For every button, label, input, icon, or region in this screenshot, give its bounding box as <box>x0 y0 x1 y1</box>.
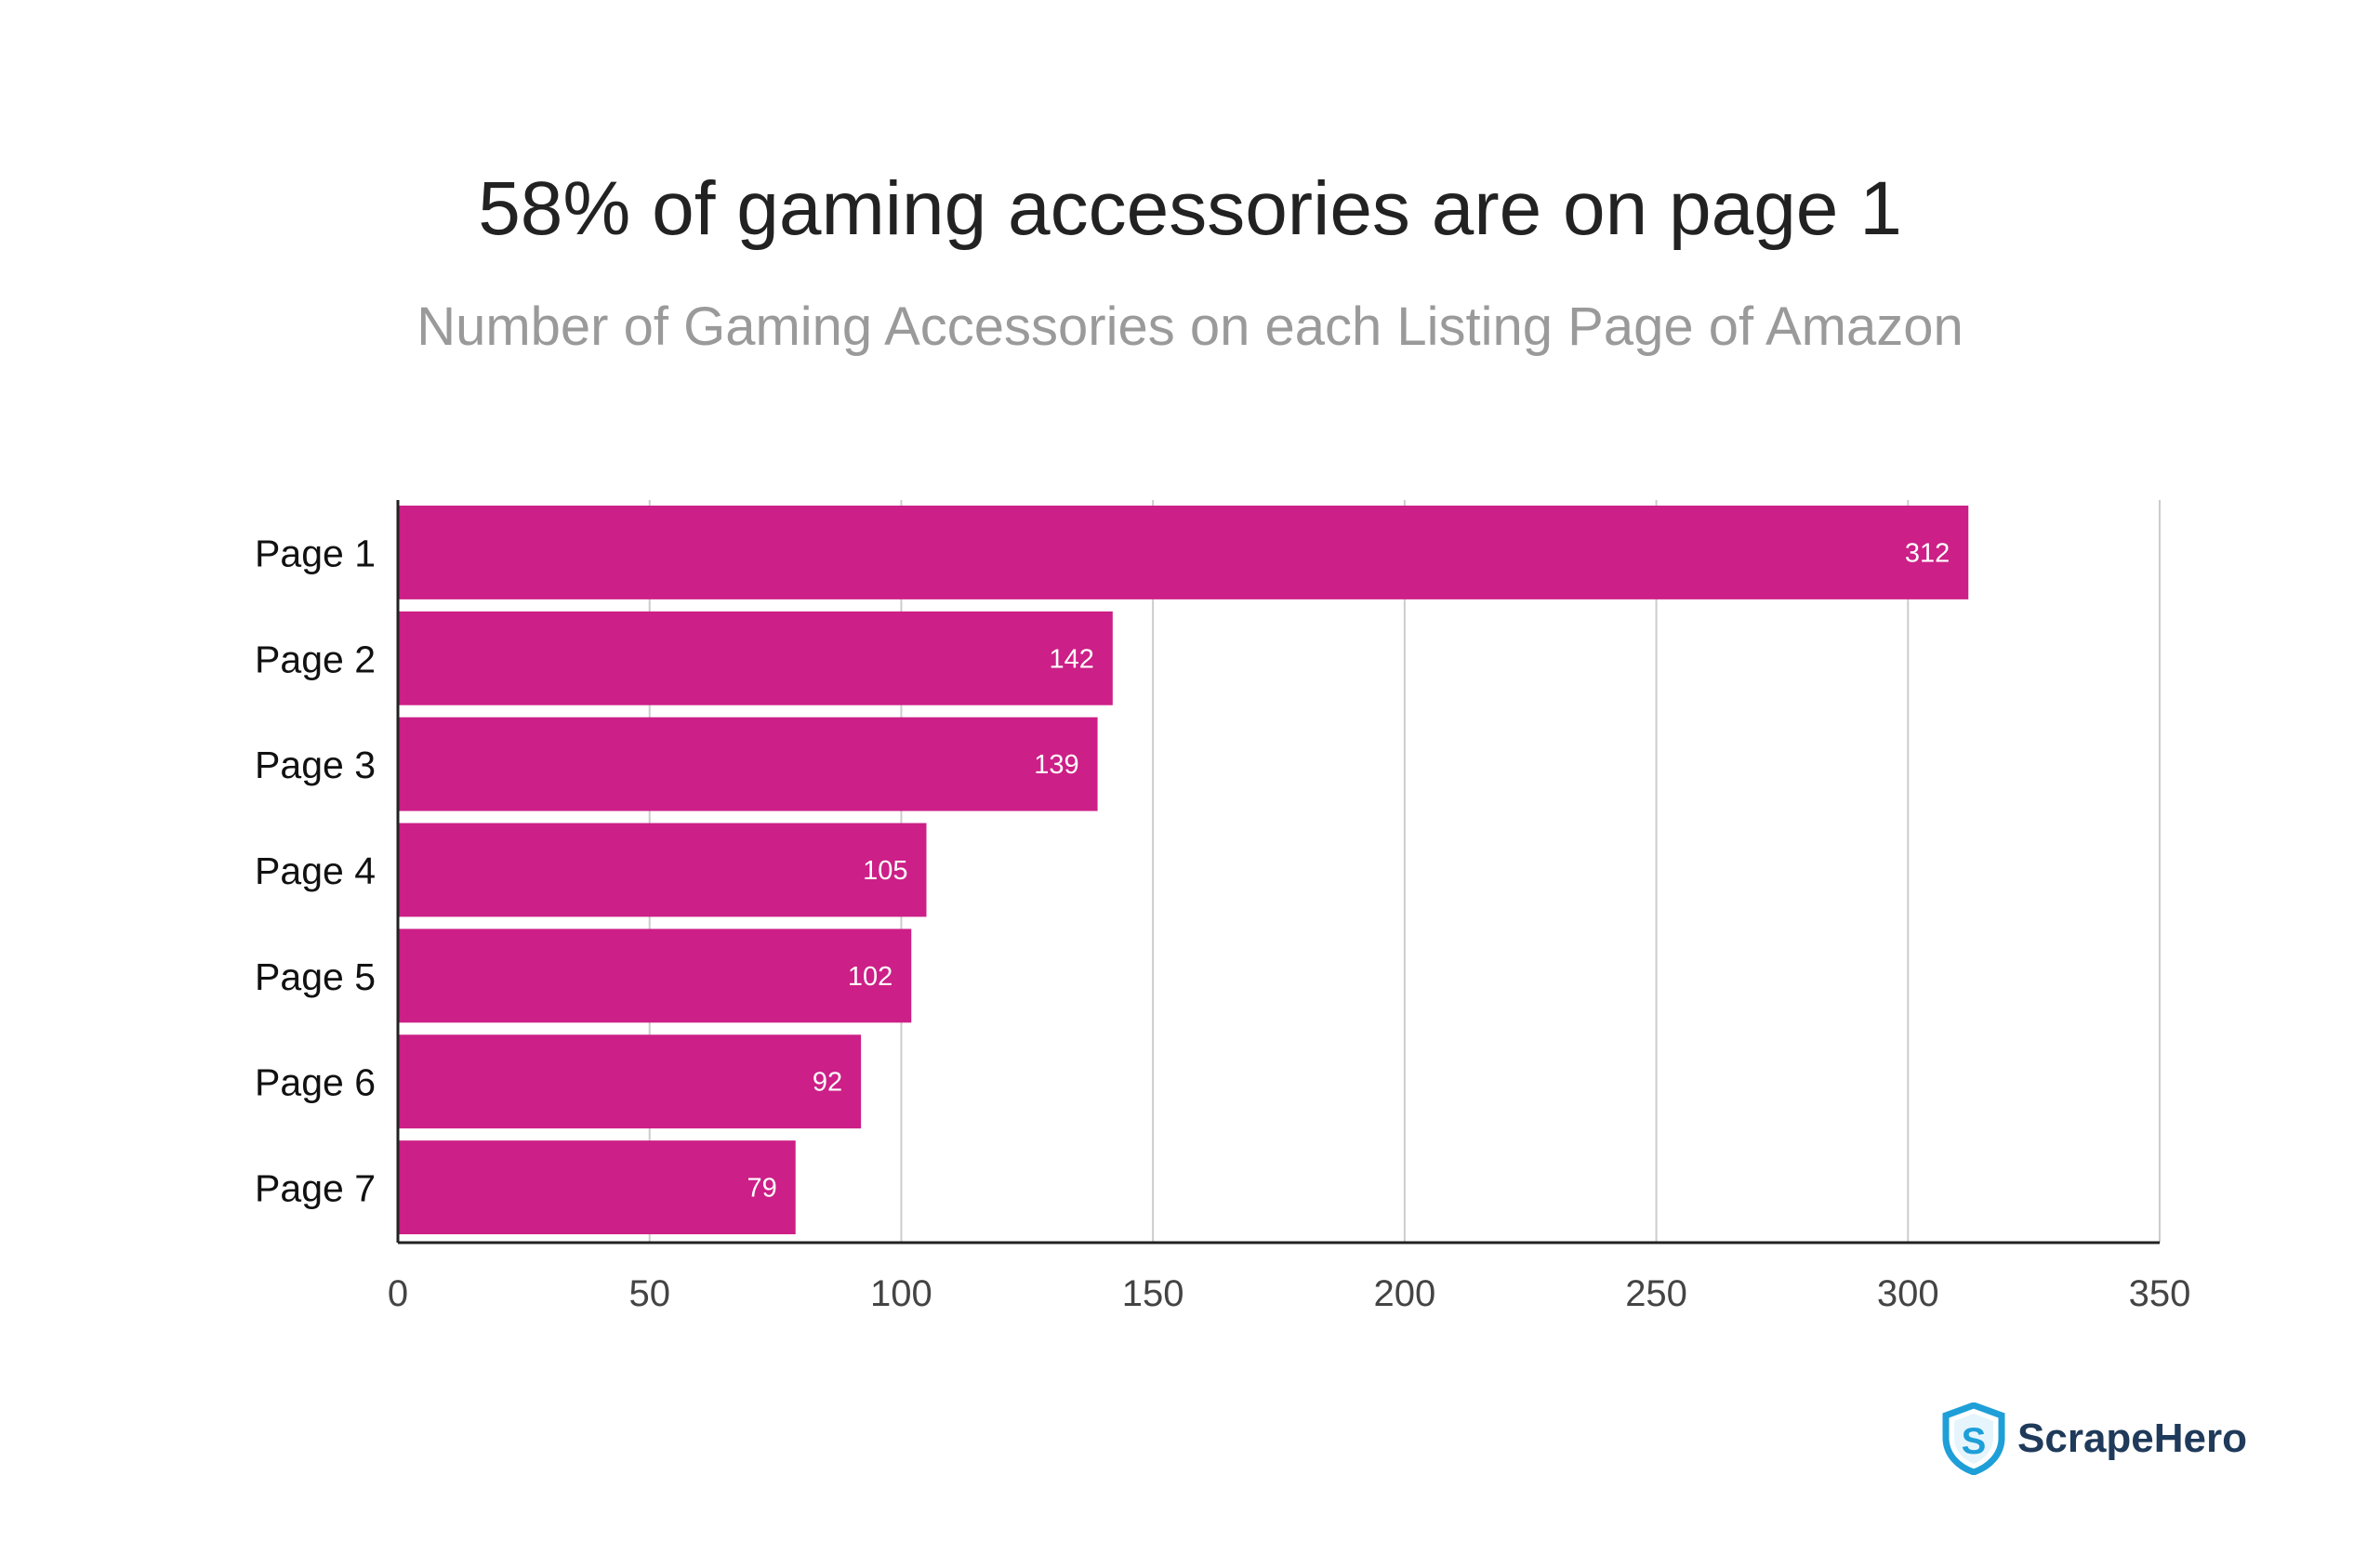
data-label-5: 102 <box>848 962 892 992</box>
axes <box>396 500 2160 1244</box>
category-label-5: Page 5 <box>255 955 376 998</box>
category-label-4: Page 4 <box>255 849 376 892</box>
category-label-1: Page 1 <box>255 532 376 574</box>
x-tick-label-150: 150 <box>1122 1273 1184 1314</box>
data-label-7: 79 <box>747 1174 776 1204</box>
bar-2 <box>398 611 1113 705</box>
category-label-7: Page 7 <box>255 1167 376 1210</box>
bar-6 <box>398 1034 862 1129</box>
bar-3 <box>398 717 1098 811</box>
x-tick-label-350: 350 <box>2129 1273 2191 1314</box>
category-label-6: Page 6 <box>255 1061 376 1104</box>
chart-subtitle: Number of Gaming Accessories on each Lis… <box>416 296 1964 357</box>
data-label-1: 312 <box>1905 538 1950 568</box>
x-tick-label-50: 50 <box>628 1273 670 1314</box>
data-label-4: 105 <box>863 856 907 886</box>
brand-name: ScrapeHero <box>2017 1416 2248 1461</box>
bar-1 <box>398 506 1969 599</box>
x-tick-label-0: 0 <box>388 1273 408 1314</box>
data-label-3: 139 <box>1034 750 1078 780</box>
category-label-3: Page 3 <box>255 744 376 786</box>
x-tick-label-300: 300 <box>1877 1273 1939 1314</box>
x-tick-label-100: 100 <box>870 1273 932 1314</box>
data-label-2: 142 <box>1049 644 1093 674</box>
shield-s-logo-icon: S <box>1942 1402 2005 1475</box>
labels: 312 Page 1 142 Page 2 139 Page 3 105 Page 4 102 P… <box>255 532 2190 1314</box>
category-label-2: Page 2 <box>255 638 376 680</box>
bars <box>398 506 1969 1234</box>
x-tick-label-200: 200 <box>1373 1273 1435 1314</box>
bar-5 <box>398 928 912 1023</box>
svg-text:S: S <box>1962 1421 1987 1462</box>
bar-7 <box>398 1140 796 1234</box>
x-tick-label-250: 250 <box>1625 1273 1687 1314</box>
chart-title: 58% of gaming accessories are on page 1 <box>478 166 1902 251</box>
data-label-6: 92 <box>813 1068 842 1098</box>
brand-logo: S ScrapeHero <box>1941 1402 2276 1476</box>
bar-4 <box>398 823 927 917</box>
